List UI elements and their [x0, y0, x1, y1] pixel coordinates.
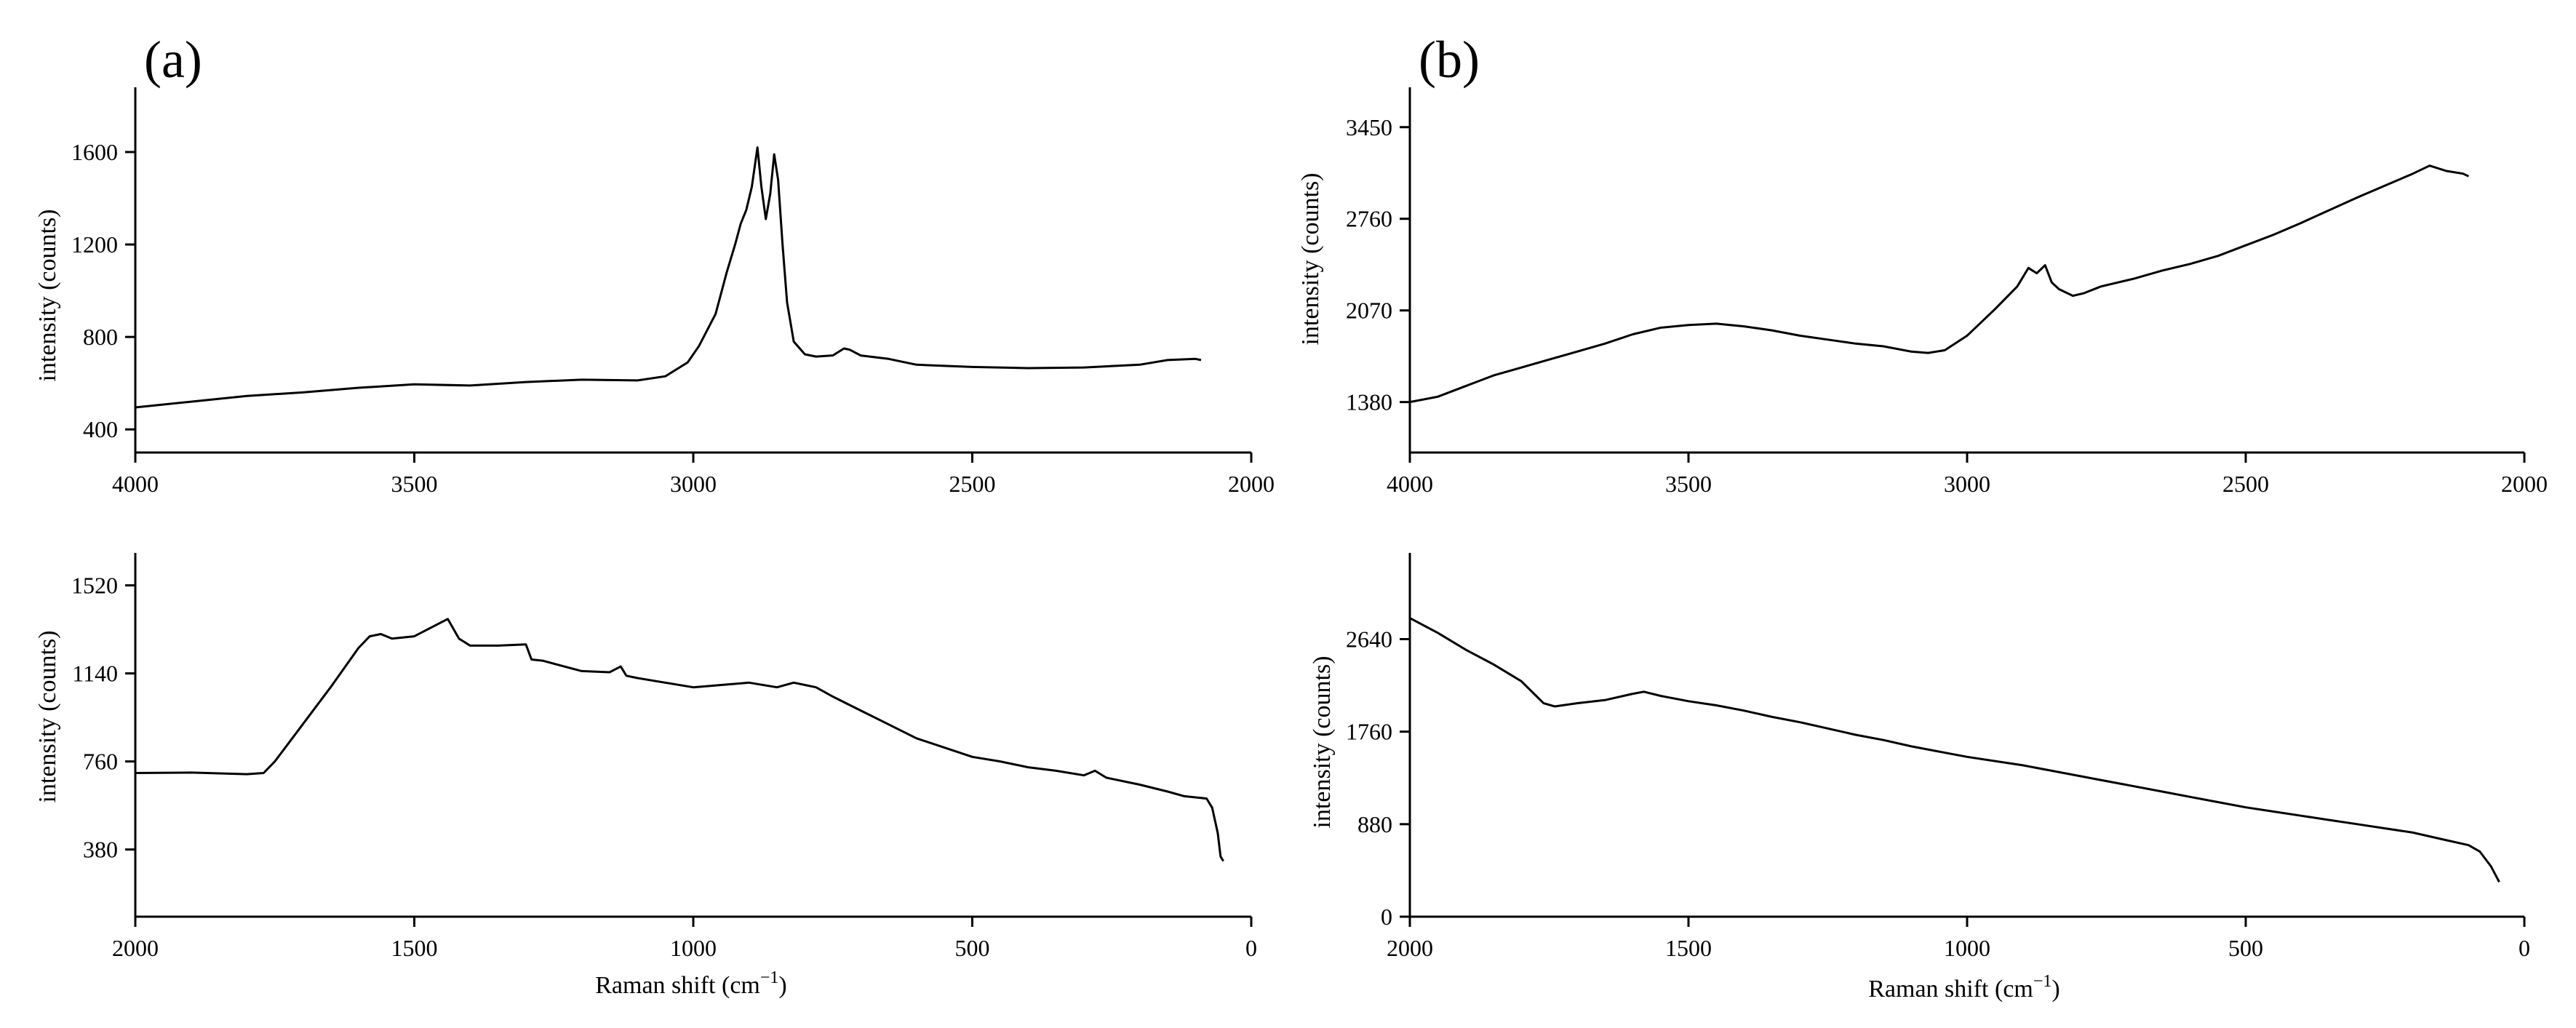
x-tick-label: 2000	[2501, 471, 2548, 497]
y-tick-label: 2640	[1346, 626, 1392, 652]
x-axis-title: Raman shift (cm−1)	[595, 968, 787, 999]
x-tick-label: 500	[955, 935, 990, 961]
x-tick-label: 2500	[2222, 471, 2269, 497]
series-line-spectrum	[135, 618, 1224, 862]
chart-b-bottom: 2000 1500 1000 500 0 0 880 1760 2640 intensity (…	[1309, 553, 2530, 1003]
y-tick-label: 800	[83, 324, 118, 350]
x-tick-label: 1000	[670, 935, 717, 961]
tick-group: 2000 1500 1000 500 0 0 880 1760 2640	[1346, 626, 2530, 961]
x-tick-label: 3500	[391, 471, 438, 497]
x-tick-label: 0	[1245, 935, 1257, 961]
y-tick-label: 380	[83, 837, 118, 863]
x-tick-label: 3500	[1665, 471, 1712, 497]
chart-a-bottom: 2000 1500 1000 500 0 380 760 1140 1520 intensity…	[34, 553, 1257, 999]
x-axis-title: Raman shift (cm−1)	[1868, 972, 2060, 1003]
x-axis-title-main: Raman shift (cm	[595, 972, 760, 999]
x-tick-label: 0	[2519, 935, 2530, 961]
y-tick-label: 1140	[72, 661, 118, 687]
chart-a-top: (a) 4000 3500 3000 2500 2000 400 800 1200 1600 i…	[34, 31, 1275, 497]
chart-b-top: (b) 4000 3500 3000 2500 2000 1380 2070 2760 3450…	[1297, 31, 2548, 497]
x-tick-label: 2000	[1228, 471, 1275, 497]
x-tick-label: 2000	[1387, 935, 1433, 961]
panel-label-b: (b)	[1419, 31, 1480, 89]
x-axis-title-main: Raman shift (cm	[1868, 976, 2033, 1003]
y-tick-label: 1600	[71, 139, 118, 165]
y-tick-label: 2070	[1346, 298, 1392, 324]
x-tick-label: 4000	[112, 471, 159, 497]
y-tick-label: 1520	[71, 573, 118, 599]
tick-group: 4000 3500 3000 2500 2000 400 800 1200 1600	[71, 139, 1275, 497]
y-tick-label: 760	[83, 749, 118, 775]
x-tick-label: 500	[2228, 935, 2263, 961]
y-tick-label: 2760	[1346, 206, 1392, 232]
x-axis-title-superscript: −1	[2033, 972, 2052, 991]
tick-group: 2000 1500 1000 500 0 380 760 1140 1520	[71, 573, 1257, 961]
x-tick-label: 1500	[391, 935, 438, 961]
x-tick-label: 2500	[949, 471, 996, 497]
y-tick-label: 1200	[71, 231, 118, 258]
y-tick-label: 1760	[1346, 719, 1392, 745]
x-tick-label: 3000	[1944, 471, 1990, 497]
y-tick-label: 880	[1357, 811, 1392, 837]
y-axis-title: intensity (counts)	[34, 630, 61, 802]
x-tick-label: 3000	[670, 471, 717, 497]
x-tick-label: 1500	[1665, 935, 1712, 961]
y-tick-label: 1380	[1346, 389, 1392, 415]
y-axis-title: intensity (counts)	[34, 209, 61, 381]
y-tick-label: 0	[1381, 904, 1392, 930]
x-axis-title-end: )	[778, 972, 786, 999]
panel-label-a: (a)	[144, 31, 202, 89]
series-line-spectrum	[1409, 164, 2470, 404]
x-tick-label: 2000	[112, 935, 159, 961]
x-tick-label: 1000	[1944, 935, 1990, 961]
x-tick-label: 4000	[1387, 471, 1433, 497]
tick-group: 4000 3500 3000 2500 2000 1380 2070 2760 3450	[1346, 114, 2548, 497]
y-tick-label: 3450	[1346, 114, 1392, 140]
x-axis-title-superscript: −1	[760, 968, 779, 987]
y-axis-title: intensity (counts)	[1297, 172, 1324, 345]
x-axis-title-end: )	[2051, 976, 2059, 1003]
series-line-spectrum	[135, 146, 1202, 409]
series-line-spectrum	[1409, 617, 2500, 883]
y-tick-label: 400	[83, 416, 118, 442]
y-axis-title: intensity (counts)	[1309, 656, 1336, 828]
